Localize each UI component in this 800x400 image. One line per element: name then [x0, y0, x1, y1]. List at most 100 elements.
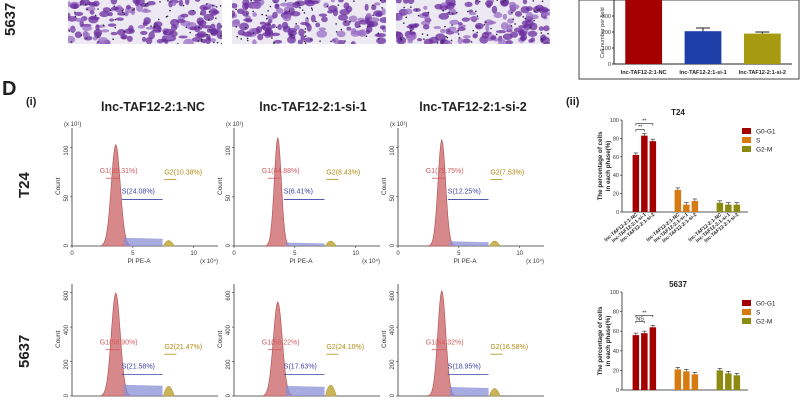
- pore-dot: [335, 30, 338, 33]
- cell-blob: [300, 35, 306, 41]
- pore-dot: [240, 38, 243, 40]
- cell-blob: [443, 40, 453, 44]
- cell-blob: [277, 24, 282, 31]
- cell-blob: [216, 22, 222, 31]
- cell-blob: [232, 18, 241, 25]
- pore-dot: [114, 26, 117, 29]
- pore-dot: [252, 10, 254, 13]
- cell-blob: [116, 29, 126, 36]
- cell-blob: [115, 17, 124, 21]
- cell-cycle-tick-label: 100: [610, 290, 619, 296]
- cell-blob: [342, 20, 351, 27]
- cell-blob: [350, 30, 361, 37]
- cell-cycle-tick-label: 60: [613, 329, 619, 335]
- pore-dot: [304, 28, 307, 30]
- cell-blob: [68, 35, 76, 44]
- pore-dot: [304, 35, 307, 37]
- pore-dot: [379, 0, 382, 2]
- pore-dot: [85, 37, 88, 39]
- pore-dot: [96, 36, 99, 38]
- cell-blob: [457, 22, 463, 26]
- cell-blob: [461, 17, 470, 22]
- cell-cycle-tick-label: 80: [613, 136, 619, 142]
- cell-blob: [339, 9, 350, 16]
- cell-blob: [274, 4, 280, 10]
- cell-blob: [257, 33, 264, 41]
- g2-peak: [489, 388, 501, 397]
- pore-dot: [244, 26, 247, 29]
- cell-blob: [318, 27, 327, 31]
- pore-dot: [74, 15, 77, 18]
- cell-blob: [321, 16, 328, 23]
- cell-blob: [336, 30, 346, 38]
- top-chart-frame: [578, 0, 800, 80]
- pore-dot: [427, 11, 430, 14]
- cell-blob: [85, 6, 96, 12]
- histogram-y-tick-label: 0: [64, 243, 70, 247]
- g2-peak: [325, 384, 337, 397]
- cell-blob: [82, 32, 91, 38]
- cell-blob: [74, 18, 86, 23]
- pore-dot: [524, 17, 527, 20]
- histogram-y-tick-label: 400: [226, 324, 232, 335]
- cell-cycle-tick-label: 60: [613, 155, 619, 161]
- pore-dot: [109, 9, 112, 12]
- cell-blob: [275, 7, 284, 14]
- pore-dot: [529, 26, 532, 29]
- cell-blob: [493, 12, 503, 19]
- pore-dot: [112, 38, 114, 40]
- cell-blob: [82, 25, 93, 31]
- pore-dot: [326, 5, 329, 8]
- pore-dot: [123, 13, 126, 15]
- significance-label: **: [642, 310, 647, 316]
- cell-cycle-bar: [674, 369, 682, 390]
- g1-gate-label: G1(64.32%): [426, 340, 464, 347]
- significance-bracket: [635, 320, 645, 324]
- cell-blob: [434, 3, 444, 10]
- histogram-y-tick-label: 0: [390, 393, 396, 397]
- pore-dot: [400, 37, 402, 39]
- cell-blob: [457, 37, 463, 44]
- cell-blob: [505, 40, 514, 44]
- cell-blob: [191, 37, 203, 42]
- pore-dot: [445, 35, 447, 38]
- cell-blob: [101, 29, 110, 33]
- pore-dot: [442, 40, 445, 43]
- g1-peak: [263, 301, 293, 397]
- pore-dot: [502, 1, 505, 3]
- cell-cycle-bar: [725, 204, 732, 212]
- top-chart-tick-label: 300: [602, 14, 611, 20]
- pore-dot: [146, 2, 148, 5]
- cell-cycle-bar: [691, 200, 699, 212]
- cell-blob: [239, 22, 250, 31]
- column-title-nc: lnc-TAF12-2:1-NC: [101, 100, 205, 114]
- pore-dot: [123, 30, 125, 33]
- g1-gate-label: G1(65.31%): [100, 168, 138, 175]
- pore-dot: [444, 25, 446, 28]
- cell-blob: [404, 8, 413, 15]
- pore-dot: [310, 7, 313, 10]
- pore-dot: [400, 38, 403, 41]
- pore-dot: [483, 24, 486, 26]
- cell-cycle-bar: [632, 335, 640, 390]
- histogram-y-tick-label: 0: [226, 243, 232, 247]
- pore-dot: [403, 6, 405, 9]
- cell-blob: [376, 37, 386, 44]
- s-gate-label: S(17.63%): [284, 363, 317, 370]
- histogram-t24-si-1: (x 10¹) 0 50 100 Count 0 5 10 PI PE-A (x 10⁴) G1(8…: [217, 122, 380, 265]
- cell-blob: [448, 8, 457, 15]
- legend-label: S: [756, 138, 761, 145]
- cell-blob: [396, 0, 402, 4]
- cell-blob: [462, 38, 471, 44]
- histogram-5637-si-1: 0 200 400 600 Count G1(58.22%) G2(24.10%) S(17.…: [217, 284, 380, 397]
- cell-cycle-bar: [683, 371, 690, 390]
- g2-gate-label: G2(21.47%): [164, 344, 202, 351]
- cell-blob: [538, 26, 544, 31]
- pore-dot: [215, 6, 218, 8]
- pore-dot: [490, 27, 492, 30]
- cell-blob: [92, 36, 98, 41]
- pore-dot: [458, 36, 461, 39]
- histogram-x-exponent: (x 10⁴): [200, 258, 218, 265]
- cell-blob: [305, 17, 310, 24]
- cell-blob: [209, 8, 218, 16]
